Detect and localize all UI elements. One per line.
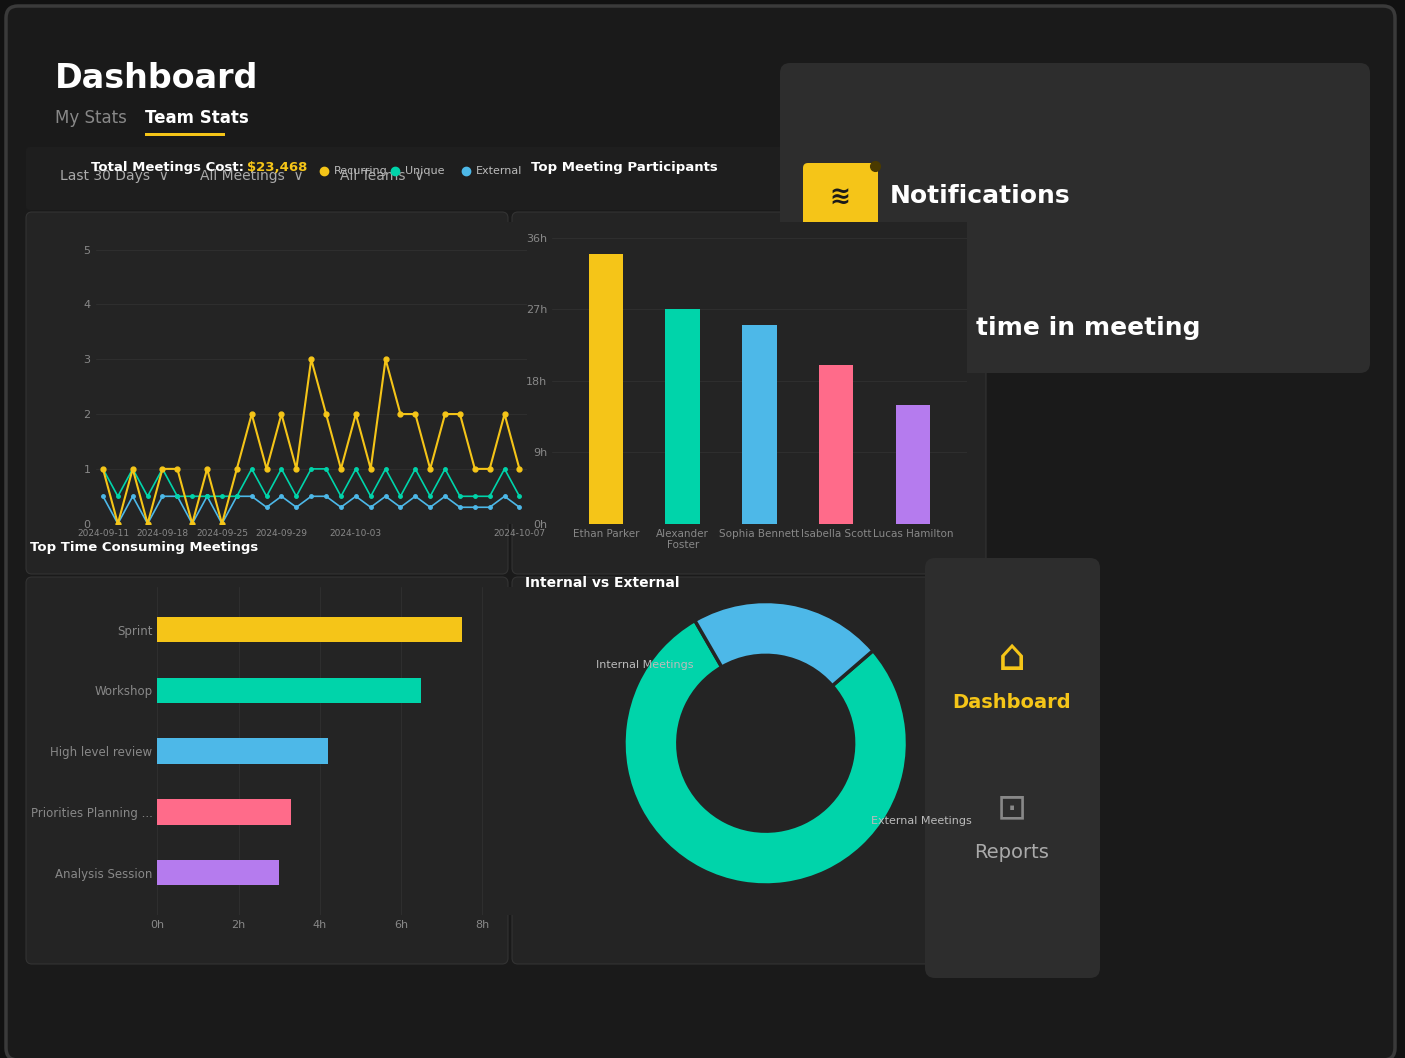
Text: Notifications: Notifications bbox=[889, 184, 1071, 208]
Bar bbox=[157, 799, 291, 824]
Text: Internal Meetings: Internal Meetings bbox=[597, 660, 694, 671]
Text: Last 30 Days  ∨: Last 30 Days ∨ bbox=[60, 169, 169, 183]
FancyBboxPatch shape bbox=[924, 558, 1100, 978]
Text: Top Time Consuming Meetings: Top Time Consuming Meetings bbox=[30, 542, 257, 554]
Text: 28% of the time in meeting: 28% of the time in meeting bbox=[815, 316, 1200, 340]
Text: Dashboard: Dashboard bbox=[953, 693, 1072, 712]
FancyBboxPatch shape bbox=[780, 63, 1370, 373]
Wedge shape bbox=[695, 602, 873, 686]
Bar bbox=[157, 678, 422, 704]
FancyBboxPatch shape bbox=[145, 133, 225, 136]
FancyBboxPatch shape bbox=[804, 163, 878, 233]
FancyBboxPatch shape bbox=[30, 168, 991, 218]
Text: Internal vs External: Internal vs External bbox=[525, 576, 680, 590]
FancyBboxPatch shape bbox=[511, 212, 986, 574]
Text: ≋: ≋ bbox=[829, 186, 850, 209]
Text: Total Meetings Cost:: Total Meetings Cost: bbox=[91, 161, 244, 174]
Bar bbox=[666, 309, 700, 524]
Text: Goal: 20%: Goal: 20% bbox=[815, 343, 908, 361]
FancyBboxPatch shape bbox=[6, 6, 1395, 1058]
Bar bbox=[157, 738, 327, 764]
Text: Dev Team: Dev Team bbox=[815, 287, 910, 306]
Bar bbox=[589, 254, 624, 524]
FancyBboxPatch shape bbox=[511, 577, 986, 964]
Bar bbox=[819, 365, 853, 524]
Text: My Stats: My Stats bbox=[55, 109, 126, 127]
FancyBboxPatch shape bbox=[27, 212, 509, 574]
Bar bbox=[157, 860, 280, 886]
Text: Top Meeting Participants: Top Meeting Participants bbox=[531, 161, 718, 174]
Text: All Meetings  ∨: All Meetings ∨ bbox=[200, 169, 303, 183]
Text: 11:40: 11:40 bbox=[815, 251, 871, 270]
Text: Team Stats: Team Stats bbox=[145, 109, 249, 127]
Text: External Meetings: External Meetings bbox=[871, 816, 972, 826]
Bar bbox=[157, 617, 462, 642]
Text: All Teams  ∨: All Teams ∨ bbox=[340, 169, 424, 183]
Text: ⊡: ⊡ bbox=[998, 791, 1027, 825]
Bar bbox=[895, 404, 930, 524]
Text: Unique: Unique bbox=[405, 166, 444, 176]
Text: External: External bbox=[476, 166, 523, 176]
Text: $23,468: $23,468 bbox=[246, 161, 306, 174]
Bar bbox=[742, 326, 777, 524]
Text: ⌂: ⌂ bbox=[998, 637, 1026, 679]
FancyBboxPatch shape bbox=[27, 147, 1009, 209]
Text: Dashboard: Dashboard bbox=[55, 61, 259, 94]
Text: Recurring: Recurring bbox=[333, 166, 388, 176]
Text: Reports: Reports bbox=[975, 843, 1050, 862]
FancyBboxPatch shape bbox=[27, 577, 509, 964]
Wedge shape bbox=[624, 620, 908, 884]
